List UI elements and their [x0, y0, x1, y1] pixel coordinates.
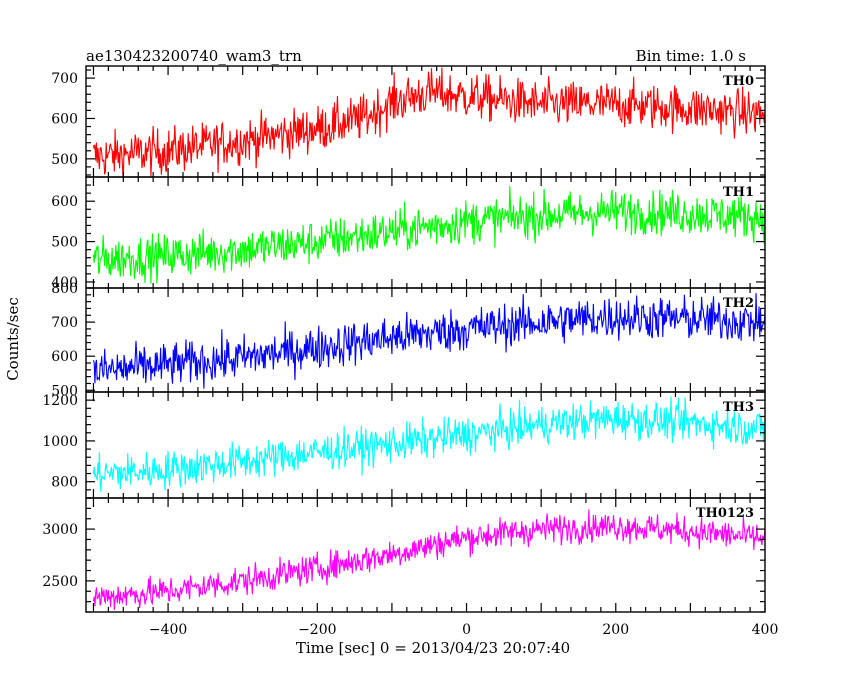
y-tick-label: 600	[51, 111, 78, 127]
panel-frame	[85, 65, 766, 178]
y-tick-label: 1200	[42, 393, 78, 409]
panels-group: 500 600 700 TH0 400 500 600 TH1 500 600 700 800 TH2 8…	[42, 65, 779, 638]
chart-title: ae130423200740_wam3_trn	[86, 47, 302, 65]
x-tick-label: 200	[602, 622, 629, 638]
y-axis-label: Counts/sec	[4, 297, 22, 381]
x-axis-label: Time [sec] 0 = 2013/04/23 20:07:40	[296, 639, 570, 657]
bin-time-label: Bin time: 1.0 s	[636, 47, 746, 65]
y-tick-label: 800	[51, 281, 78, 297]
panel-frame	[85, 176, 766, 289]
y-tick-label: 600	[51, 349, 78, 365]
y-tick-label: 800	[51, 475, 78, 491]
series-line-th1	[92, 186, 765, 284]
panel-label-th0123: TH0123	[696, 506, 754, 521]
panel-th3: 800 1000 1200 TH3	[42, 391, 766, 499]
y-tick-label: 700	[51, 315, 78, 331]
y-tick-label: 700	[51, 71, 78, 87]
x-tick-label: 0	[462, 622, 471, 638]
y-tick-label: 500	[51, 152, 78, 168]
y-tick-label: 3000	[42, 522, 78, 538]
y-tick-label: 1000	[42, 434, 78, 450]
panel-label-th0: TH0	[723, 74, 754, 89]
panel-th1: 400 500 600 TH1	[51, 176, 766, 291]
x-tick-label: −200	[298, 622, 336, 638]
y-tick-label: 600	[51, 194, 78, 210]
x-tick-label: −400	[149, 622, 187, 638]
y-tick-label: 2500	[42, 574, 78, 590]
panel-frame	[85, 287, 766, 393]
series-line-th0123	[92, 509, 765, 611]
x-tick-label: 400	[752, 622, 779, 638]
panel-th0123: 2500 3000 TH0123	[42, 497, 766, 613]
y-tick-label: 500	[51, 235, 78, 251]
panel-th0: 500 600 700 TH0	[51, 65, 766, 178]
panel-label-th2: TH2	[723, 296, 754, 311]
panel-th2: 500 600 700 800 TH2	[51, 281, 766, 399]
panel-label-th3: TH3	[723, 400, 754, 415]
y-tick-label: 500	[51, 383, 78, 399]
y-tick-label: 400	[51, 275, 78, 291]
series-line-th0	[92, 67, 765, 177]
series-line-th2	[92, 293, 765, 389]
panel-label-th1: TH1	[723, 185, 754, 200]
series-line-th3	[92, 396, 765, 492]
panel-frame	[85, 497, 766, 613]
